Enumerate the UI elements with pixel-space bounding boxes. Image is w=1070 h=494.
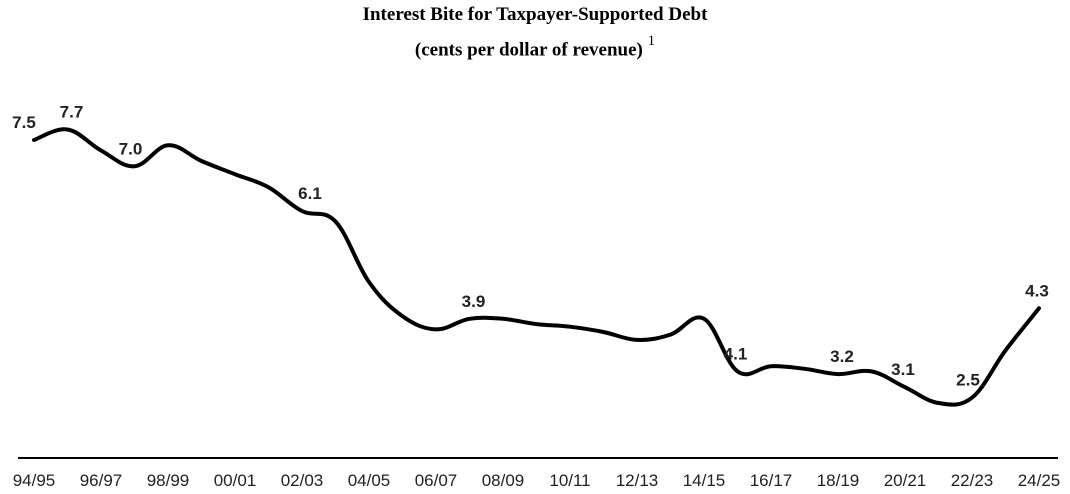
x-tick-label: 12/13	[616, 471, 659, 490]
x-tick-label: 16/17	[750, 471, 793, 490]
data-label: 7.7	[60, 103, 84, 122]
data-label: 3.9	[462, 292, 486, 311]
x-tick-label: 96/97	[80, 471, 123, 490]
x-tick-label: 24/25	[1018, 471, 1061, 490]
x-tick-label: 20/21	[884, 471, 927, 490]
data-label: 4.3	[1025, 281, 1049, 300]
x-tick-label: 02/03	[281, 471, 324, 490]
x-tick-label: 22/23	[951, 471, 994, 490]
data-label: 7.0	[119, 139, 143, 158]
x-tick-label: 18/19	[817, 471, 860, 490]
data-label: 7.5	[12, 113, 36, 132]
data-label: 2.5	[956, 371, 980, 390]
chart-subtitle: (cents per dollar of revenue) 1	[0, 33, 1070, 61]
x-tick-label: 94/95	[13, 471, 56, 490]
x-tick-label: 98/99	[147, 471, 190, 490]
x-tick-label: 04/05	[348, 471, 391, 490]
x-tick-label: 06/07	[415, 471, 458, 490]
x-tick-label: 08/09	[482, 471, 525, 490]
chart-title: Interest Bite for Taxpayer-Supported Deb…	[362, 4, 708, 25]
data-label: 4.1	[724, 344, 748, 363]
data-label: 3.1	[891, 360, 915, 379]
x-tick-label: 10/11	[549, 471, 590, 490]
data-label: 3.2	[830, 347, 854, 366]
x-tick-label: 00/01	[214, 471, 257, 490]
data-label: 6.1	[298, 184, 322, 203]
series-line	[32, 127, 1041, 407]
x-tick-label: 14/15	[683, 471, 726, 490]
footnote-marker: 1	[647, 33, 656, 49]
chart-subtitle-text: (cents per dollar of revenue)	[414, 39, 643, 61]
